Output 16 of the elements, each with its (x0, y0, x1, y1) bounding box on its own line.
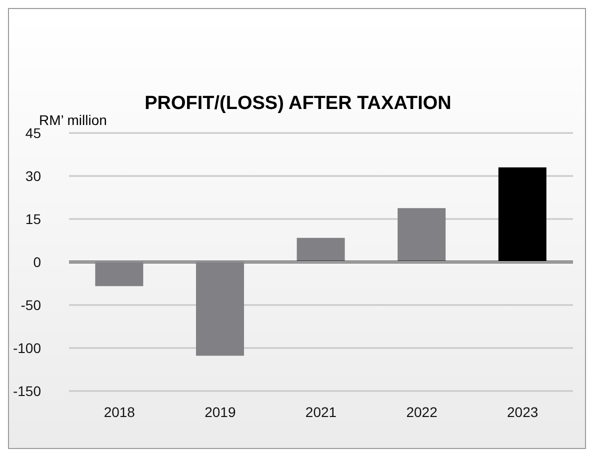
y-tick-label: -150 (12, 382, 42, 399)
bar (296, 238, 345, 262)
y-tick-label: -50 (20, 296, 42, 313)
y-tick-label: 45 (25, 124, 42, 141)
x-tick-label: 2023 (507, 404, 538, 420)
y-axis-title: RM’ million (39, 112, 107, 128)
x-tick-label: 2019 (204, 404, 236, 420)
chart-title: PROFIT/(LOSS) AFTER TAXATION (144, 93, 452, 114)
x-tick-label: 2018 (104, 404, 136, 420)
x-tick-label: 2022 (406, 404, 438, 420)
y-tick-label: 15 (25, 210, 42, 227)
y-tick-label: 0 (33, 254, 42, 270)
bar (398, 208, 446, 262)
y-tick-label: 30 (25, 168, 42, 184)
y-tick-label: -100 (12, 340, 42, 356)
x-tick-label: 2021 (305, 404, 337, 420)
